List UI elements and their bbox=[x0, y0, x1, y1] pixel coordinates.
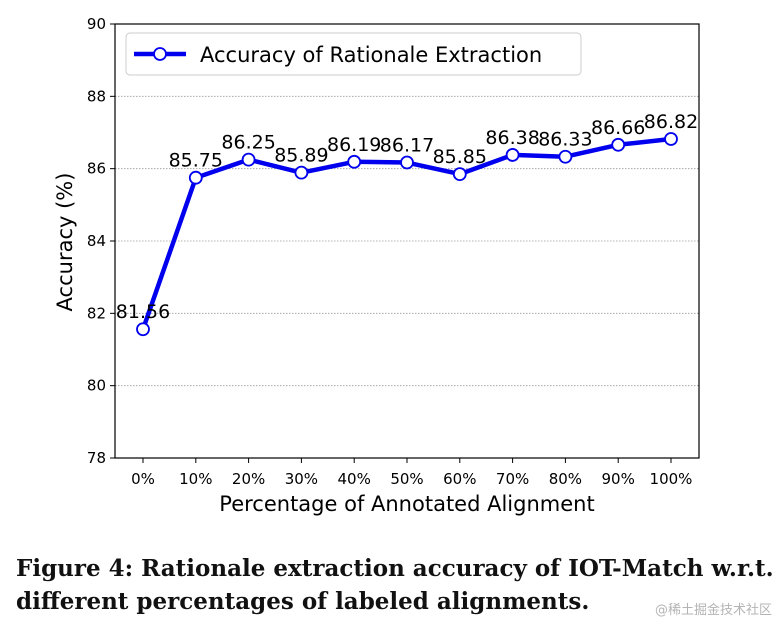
y-tick-label: 88 bbox=[87, 87, 106, 105]
plot-frame bbox=[114, 23, 700, 459]
x-tick-label: 40% bbox=[338, 470, 371, 488]
x-tick-label: 90% bbox=[602, 470, 635, 488]
x-tick-label: 50% bbox=[390, 470, 423, 488]
caption-line-2: different percentages of labeled alignme… bbox=[16, 588, 590, 615]
y-tick-label: 78 bbox=[87, 449, 106, 467]
data-point bbox=[347, 154, 362, 169]
data-label: 86.66 bbox=[591, 117, 645, 139]
data-labels: 81.56 85.7586.2585.8986.1986.1785.8586.38… bbox=[116, 111, 698, 323]
y-tick-label: 90 bbox=[87, 15, 106, 33]
data-point bbox=[664, 132, 678, 146]
watermark: @稀土掘金技术社区 bbox=[654, 603, 772, 618]
line-chart: 78 80 82 84 86 88 90 0% 10% 20% 30% 40% 50% 60% 70% 80%… bbox=[53, 15, 700, 516]
y-tick-label: 84 bbox=[87, 232, 106, 250]
x-tick-label: 100% bbox=[650, 470, 693, 488]
data-point bbox=[188, 170, 203, 185]
y-tick-label: 86 bbox=[87, 160, 106, 178]
y-axis-label: Accuracy (%) bbox=[53, 173, 77, 312]
data-label: 86.25 bbox=[221, 132, 275, 154]
caption-line-1: Figure 4: Rationale extraction accuracy … bbox=[16, 555, 774, 582]
data-point bbox=[136, 322, 150, 337]
x-tick-label: 70% bbox=[496, 470, 529, 488]
data-series bbox=[136, 132, 678, 337]
data-point bbox=[294, 165, 309, 180]
x-tick-label: 10% bbox=[179, 470, 212, 488]
y-tick-label: 82 bbox=[87, 304, 106, 322]
data-point bbox=[452, 167, 467, 181]
legend: Accuracy of Rationale Extraction bbox=[125, 32, 582, 76]
data-point bbox=[558, 149, 573, 164]
data-label: 86.19 bbox=[327, 134, 381, 156]
legend-marker bbox=[153, 47, 167, 61]
data-label: 81.56 bbox=[116, 301, 170, 323]
legend-box bbox=[125, 32, 582, 76]
data-label: 86.38 bbox=[485, 127, 539, 149]
x-tick-label: 30% bbox=[285, 470, 318, 488]
data-point bbox=[400, 155, 414, 170]
x-tick-label: 20% bbox=[232, 470, 265, 488]
data-label: 86.33 bbox=[538, 129, 592, 151]
data-label: 86.17 bbox=[380, 135, 434, 157]
x-tick-label: 60% bbox=[443, 470, 476, 488]
x-axis-label: Percentage of Annotated Alignment bbox=[219, 492, 594, 516]
data-point bbox=[611, 137, 626, 152]
x-tick-label: 0% bbox=[131, 470, 155, 488]
gridlines bbox=[115, 95, 699, 387]
data-point bbox=[241, 152, 256, 167]
figure-caption: Figure 4: Rationale extraction accuracy … bbox=[16, 552, 774, 618]
axis-ticks: 78 80 82 84 86 88 90 0% 10% 20% 30% 40% 50% 60% 70% 80%… bbox=[87, 15, 693, 488]
x-tick-label: 80% bbox=[549, 470, 582, 488]
data-label: 86.82 bbox=[644, 111, 698, 133]
data-label: 85.89 bbox=[274, 145, 328, 167]
legend-label: Accuracy of Rationale Extraction bbox=[200, 43, 542, 67]
data-label: 85.75 bbox=[169, 150, 223, 172]
y-tick-label: 80 bbox=[87, 377, 106, 395]
data-point bbox=[505, 148, 520, 162]
data-label: 85.85 bbox=[433, 146, 487, 168]
